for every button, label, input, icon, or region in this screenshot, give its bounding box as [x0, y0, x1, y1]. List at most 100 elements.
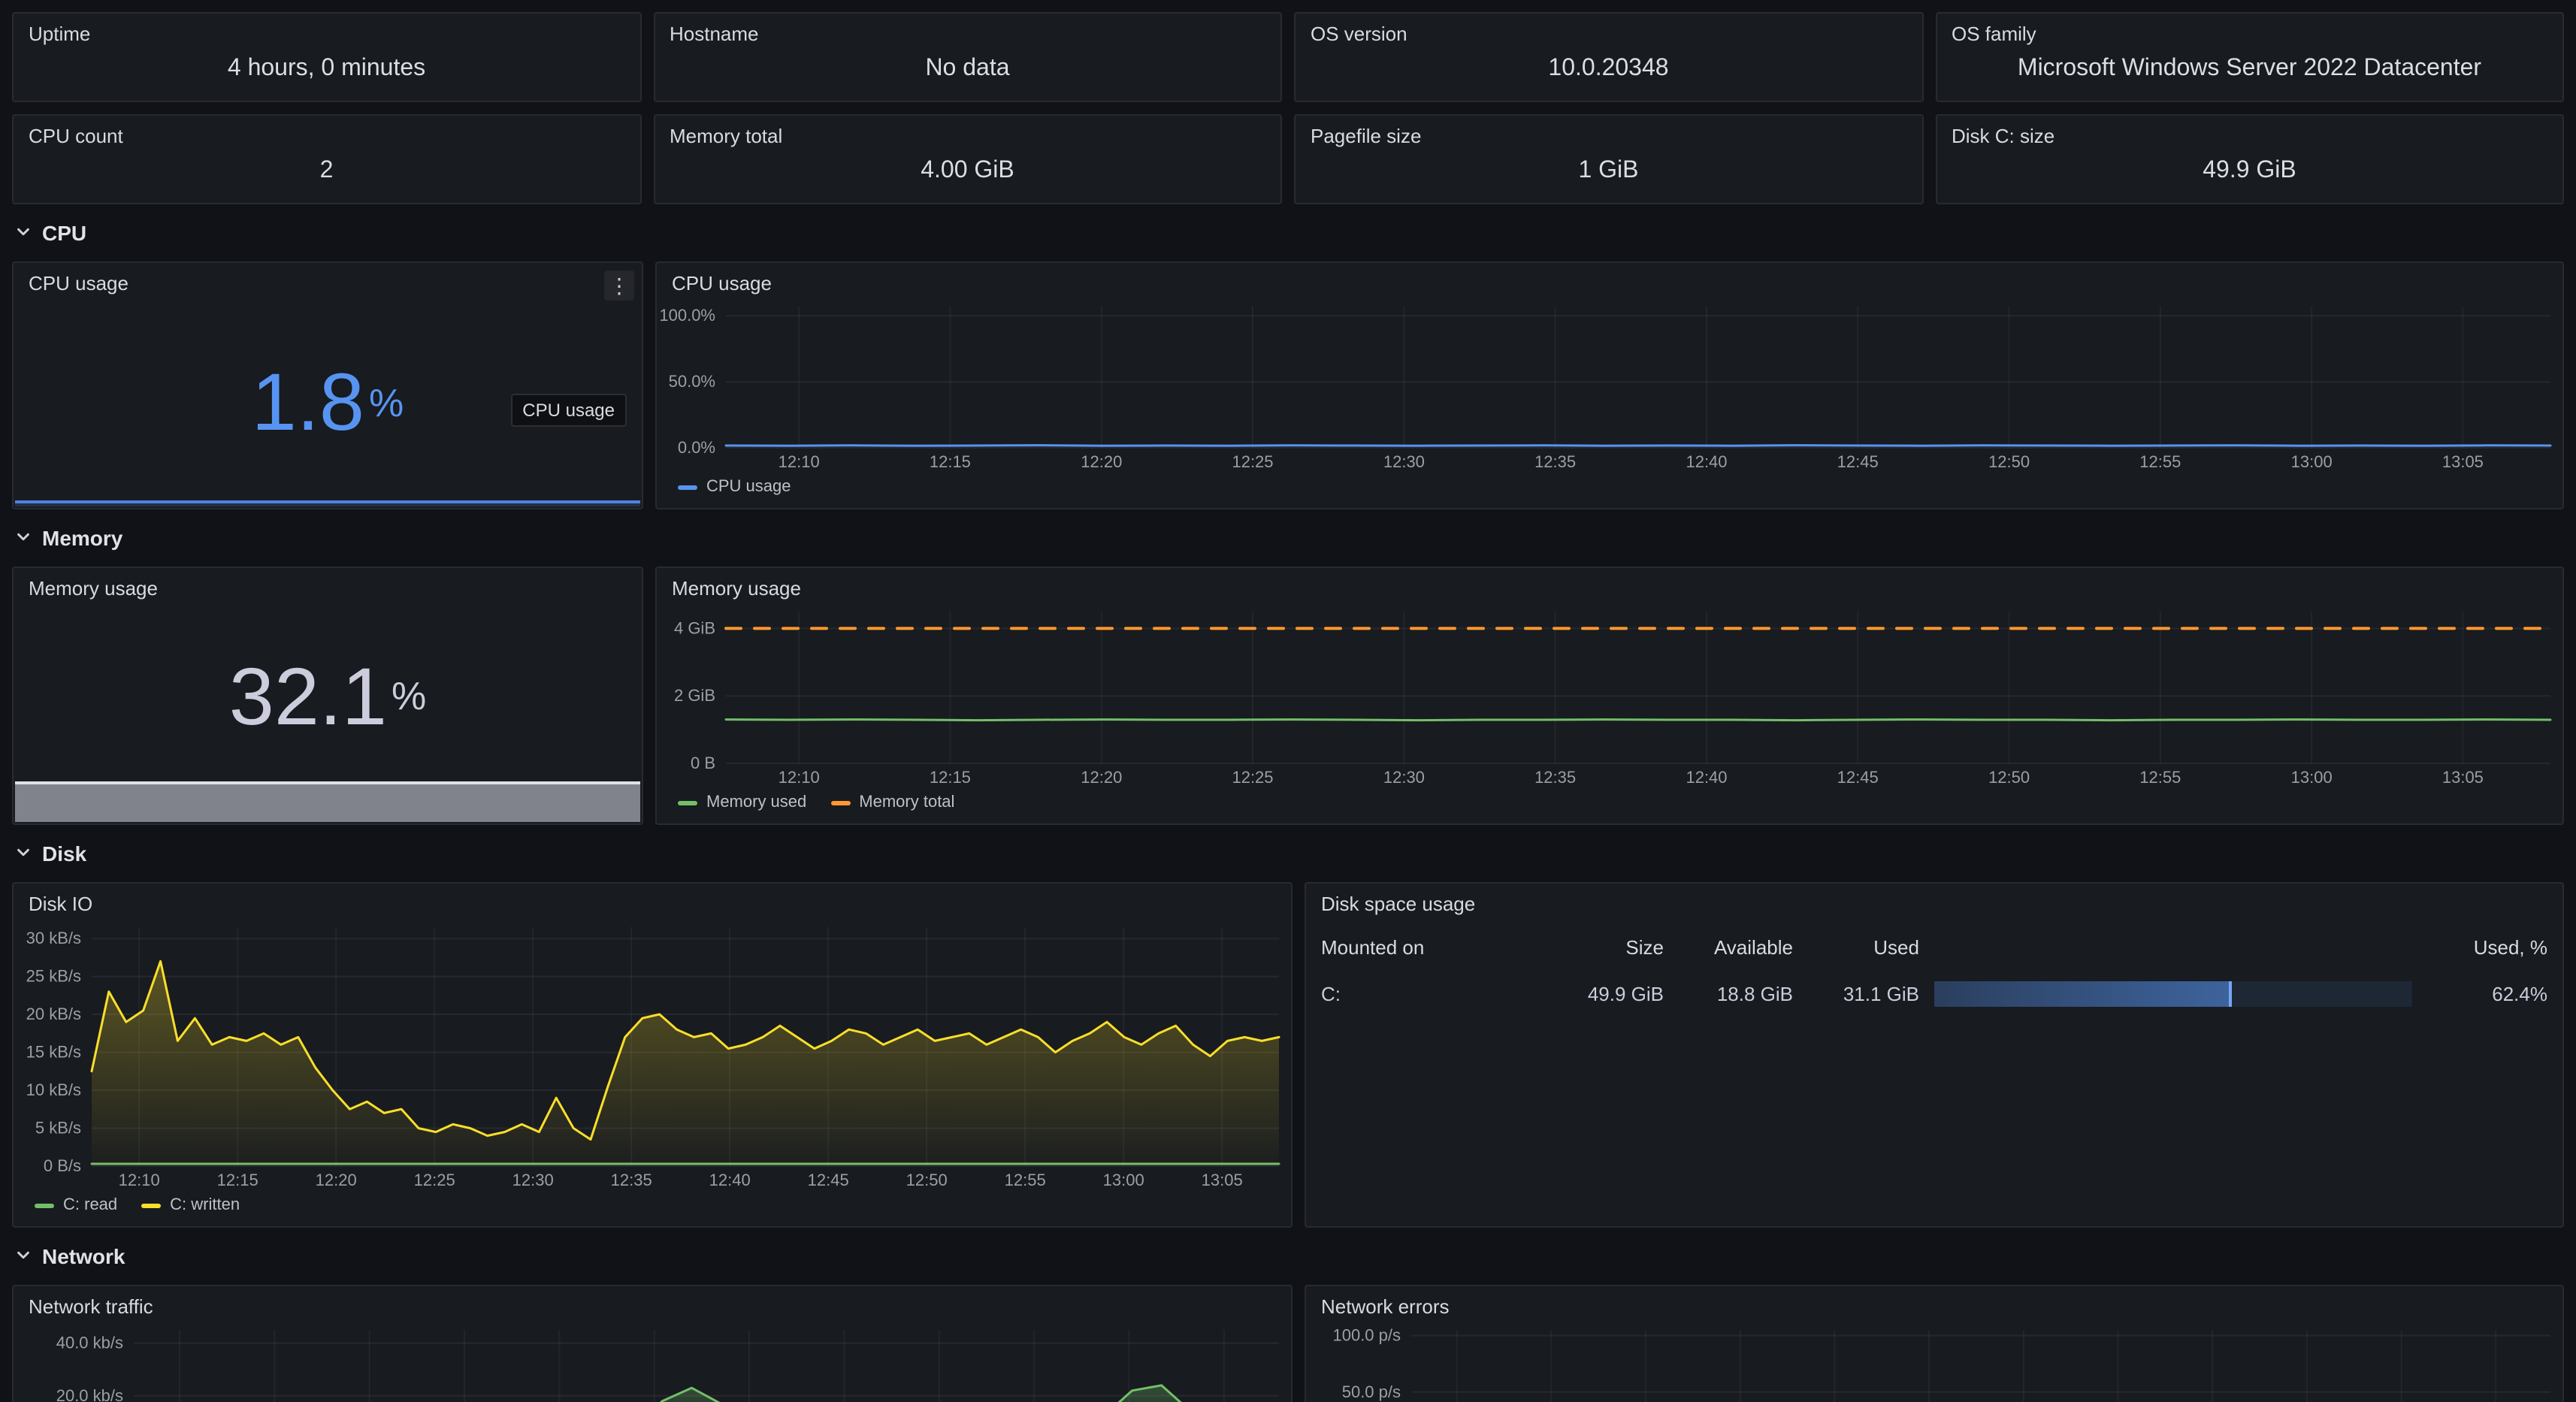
section-header-memory[interactable]: Memory	[12, 521, 2564, 554]
cell-available: 18.8 GiB	[1716, 982, 1793, 1005]
svg-text:13:05: 13:05	[2442, 452, 2484, 471]
svg-text:13:00: 13:00	[2291, 768, 2333, 787]
panel-title[interactable]: Network errors	[1321, 1295, 1450, 1318]
stat-value: 4 hours, 0 minutes	[227, 55, 426, 80]
svg-text:12:15: 12:15	[217, 1171, 259, 1189]
stat-value-number: 1.8	[251, 358, 364, 448]
section-header-network[interactable]: Network	[12, 1240, 2564, 1273]
legend-swatch	[678, 485, 697, 489]
panel-title[interactable]: OS version	[1311, 23, 1407, 45]
svg-text:50.0%: 50.0%	[669, 372, 715, 391]
stat-value: 49.9 GiB	[2203, 157, 2296, 183]
column-header-mounted-on[interactable]: Mounted on	[1321, 935, 1425, 958]
svg-text:12:35: 12:35	[611, 1171, 652, 1189]
svg-text:12:45: 12:45	[1837, 768, 1879, 787]
panel-title[interactable]: Network traffic	[29, 1295, 153, 1318]
section-label: Memory	[42, 526, 123, 550]
stat-value: 1 GiB	[1578, 157, 1639, 183]
column-header-used-pct[interactable]: Used, %	[2473, 935, 2547, 958]
svg-text:20.0 kb/s: 20.0 kb/s	[56, 1386, 123, 1402]
svg-text:25 kB/s: 25 kB/s	[26, 967, 81, 986]
legend-item[interactable]: CPU usage	[678, 478, 791, 496]
column-header-size[interactable]: Size	[1625, 935, 1664, 958]
cpu-row: CPU usage ⋮ 1.8 % CPU usage CPU usage 0.…	[12, 261, 2564, 509]
section-label: Network	[42, 1244, 125, 1268]
svg-text:12:10: 12:10	[779, 768, 820, 787]
chart-legend[interactable]: CPU usage	[657, 472, 2562, 508]
svg-text:12:20: 12:20	[1081, 452, 1122, 471]
section-label: CPU	[42, 221, 87, 245]
svg-text:12:40: 12:40	[709, 1171, 751, 1189]
svg-text:12:35: 12:35	[1534, 768, 1576, 787]
column-header-used[interactable]: Used	[1873, 935, 1919, 958]
panel-title[interactable]: OS family	[1952, 23, 2036, 45]
svg-text:40.0 kb/s: 40.0 kb/s	[56, 1334, 123, 1352]
panel-title[interactable]: Disk C: size	[1952, 125, 2055, 147]
svg-text:12:35: 12:35	[1534, 452, 1576, 471]
stat-panel-cpu-count: CPU count 2	[12, 114, 641, 204]
legend-item[interactable]: Memory used	[678, 793, 806, 811]
stat-value-unit: %	[391, 673, 427, 718]
panel-title[interactable]: Memory usage	[672, 577, 801, 600]
cpu-usage-chart[interactable]: 0.0% 50.0% 100.0% 12:10 12:15 12:20 12:25 12:30…	[657, 298, 2562, 472]
used-percent-gauge	[1934, 980, 2412, 1006]
svg-text:12:25: 12:25	[1232, 452, 1273, 471]
cpu-usage-series-chip[interactable]: CPU usage	[510, 393, 627, 427]
svg-text:12:40: 12:40	[1686, 452, 1727, 471]
svg-text:100.0 p/s: 100.0 p/s	[1332, 1326, 1401, 1345]
svg-text:13:00: 13:00	[1103, 1171, 1144, 1189]
legend-item[interactable]: Memory total	[830, 793, 954, 811]
svg-text:12:50: 12:50	[1988, 452, 2030, 471]
legend-swatch	[35, 1203, 54, 1207]
chevron-down-icon	[15, 1244, 32, 1268]
svg-text:12:15: 12:15	[930, 452, 971, 471]
svg-text:12:10: 12:10	[119, 1171, 160, 1189]
panel-title[interactable]: CPU usage	[672, 272, 772, 295]
svg-text:12:20: 12:20	[316, 1171, 357, 1189]
disk-io-chart[interactable]: 0 B/s 5 kB/s 10 kB/s 15 kB/s 20 kB/s 25 kB/s 3…	[14, 918, 1291, 1190]
stat-panel-pagefile-size: Pagefile size 1 GiB	[1294, 114, 1923, 204]
panel-title[interactable]: CPU usage	[29, 272, 128, 295]
svg-text:12:55: 12:55	[2139, 768, 2181, 787]
stat-value: 4.00 GiB	[921, 157, 1014, 183]
legend-item[interactable]: C: read	[35, 1196, 117, 1214]
svg-text:0 B: 0 B	[691, 754, 715, 772]
stat-value-number: 32.1	[228, 651, 387, 742]
memory-usage-chart[interactable]: 0 B 2 GiB 4 GiB 12:10 12:15 12:20 12:25 12:30 12…	[657, 603, 2562, 787]
svg-text:12:55: 12:55	[1005, 1171, 1046, 1189]
svg-text:12:55: 12:55	[2139, 452, 2181, 471]
stat-panel-disk-c-size: Disk C: size 49.9 GiB	[1935, 114, 2564, 204]
section-header-disk[interactable]: Disk	[12, 837, 2564, 870]
legend-item[interactable]: C: written	[141, 1196, 240, 1214]
panel-title[interactable]: CPU count	[29, 125, 123, 147]
cpu-sparkline	[15, 500, 640, 506]
panel-title[interactable]: Uptime	[29, 23, 91, 45]
svg-text:12:50: 12:50	[906, 1171, 948, 1189]
legend-swatch	[141, 1203, 162, 1207]
panel-title[interactable]: Hostname	[670, 23, 759, 45]
panel-title[interactable]: Disk space usage	[1321, 893, 1476, 915]
svg-text:12:25: 12:25	[1232, 768, 1273, 787]
panel-title[interactable]: Disk IO	[29, 893, 93, 915]
panel-title[interactable]: Memory usage	[29, 577, 158, 600]
panel-title[interactable]: Pagefile size	[1311, 125, 1422, 147]
stat-value: Microsoft Windows Server 2022 Datacenter	[2017, 55, 2482, 80]
stat-panel-memory-total: Memory total 4.00 GiB	[653, 114, 1282, 204]
chart-legend[interactable]: Memory used Memory total	[657, 787, 2562, 823]
column-header-available[interactable]: Available	[1713, 935, 1793, 958]
panel-menu-icon[interactable]: ⋮	[604, 270, 634, 301]
network-traffic-chart[interactable]: 20.0 kb/s40.0 kb/s12:1012:1512:2012:2512…	[14, 1321, 1291, 1402]
stat-panel-hostname: Hostname No data	[653, 12, 1282, 102]
svg-text:12:45: 12:45	[808, 1171, 849, 1189]
cpu-usage-chart-panel: CPU usage 0.0% 50.0% 100.0% 12:10 12:15 12:20…	[655, 261, 2564, 509]
chart-legend[interactable]: C: read C: written	[14, 1190, 1291, 1226]
svg-text:4 GiB: 4 GiB	[674, 618, 715, 637]
svg-text:12:15: 12:15	[930, 768, 971, 787]
cell-mounted-on: C:	[1321, 982, 1341, 1005]
section-header-cpu[interactable]: CPU	[12, 216, 2564, 249]
panel-title[interactable]: Memory total	[670, 125, 783, 147]
